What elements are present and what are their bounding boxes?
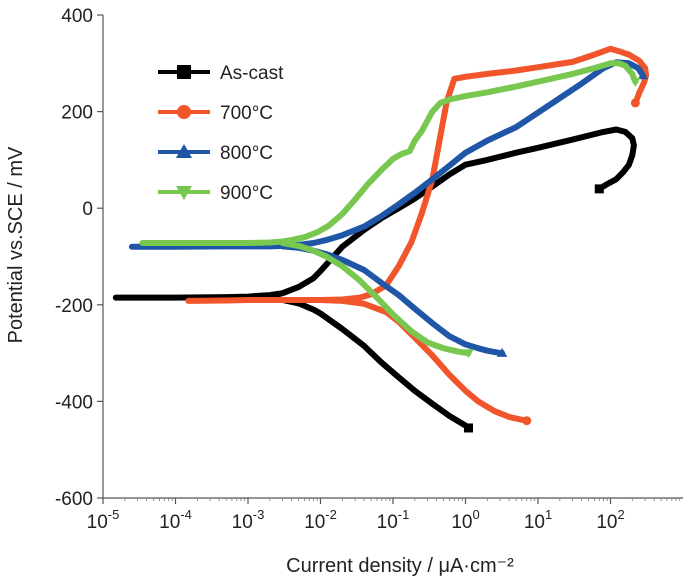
y-tick-label: 0: [82, 199, 93, 220]
series-marker-700-c: [522, 416, 532, 426]
series-marker-700-c: [630, 98, 640, 108]
y-tick-label: 400: [61, 6, 93, 27]
tick-labels: 10-5 10-4 10-3 10-2 10-1 100 101 102 -600 -400 -20…: [55, 6, 625, 533]
x-tick-label: 101: [524, 507, 552, 533]
y-tick-label: -400: [55, 392, 93, 413]
series-line-800-c-anodic: [128, 59, 646, 250]
legend-marker: [177, 105, 191, 119]
x-tick-label: 10-3: [232, 507, 265, 533]
series-marker-800-c: [496, 347, 508, 357]
series-line-700-c-cathodic: [317, 297, 530, 424]
legend-label: 900°C: [220, 183, 273, 204]
series-layer: [112, 45, 650, 433]
x-tick-label: 100: [451, 507, 479, 533]
x-tick-label: 10-5: [87, 507, 120, 533]
series-line-900-c-cathodic: [279, 240, 472, 357]
x-tick-label: 102: [596, 507, 624, 533]
x-axis-title: Current density / μA·cm⁻²: [286, 555, 514, 577]
y-axis-title: Potential vs.SCE / mV: [5, 146, 27, 343]
x-tick-label: 10-2: [304, 507, 337, 533]
y-tick-label: 200: [61, 103, 93, 124]
legend-item-700-c: 700°C: [158, 103, 273, 124]
series-marker-900-c: [630, 77, 641, 87]
x-tick-label: 10-4: [159, 507, 192, 533]
x-tick-label: 10-1: [377, 507, 410, 533]
legend: As-cast 700°C 800°C 900°C: [158, 63, 284, 204]
series-marker-as-cast: [594, 184, 604, 194]
axes: [97, 14, 683, 504]
series-marker-900-c: [463, 349, 474, 359]
series-marker-800-c: [637, 70, 649, 80]
legend-marker: [177, 65, 191, 79]
series-marker-as-cast: [464, 423, 474, 433]
legend-marker: [175, 143, 193, 158]
legend-label: As-cast: [220, 63, 284, 84]
legend-item-800-c: 800°C: [158, 143, 273, 164]
y-tick-label: -200: [55, 296, 93, 317]
legend-marker: [175, 186, 193, 201]
legend-item-as-cast: As-cast: [158, 63, 284, 84]
legend-item-900-c: 900°C: [158, 183, 273, 204]
legend-label: 700°C: [220, 103, 273, 124]
legend-label: 800°C: [220, 143, 273, 164]
y-tick-label: -600: [55, 489, 93, 510]
series-line-as-cast-anodic: [112, 126, 637, 301]
